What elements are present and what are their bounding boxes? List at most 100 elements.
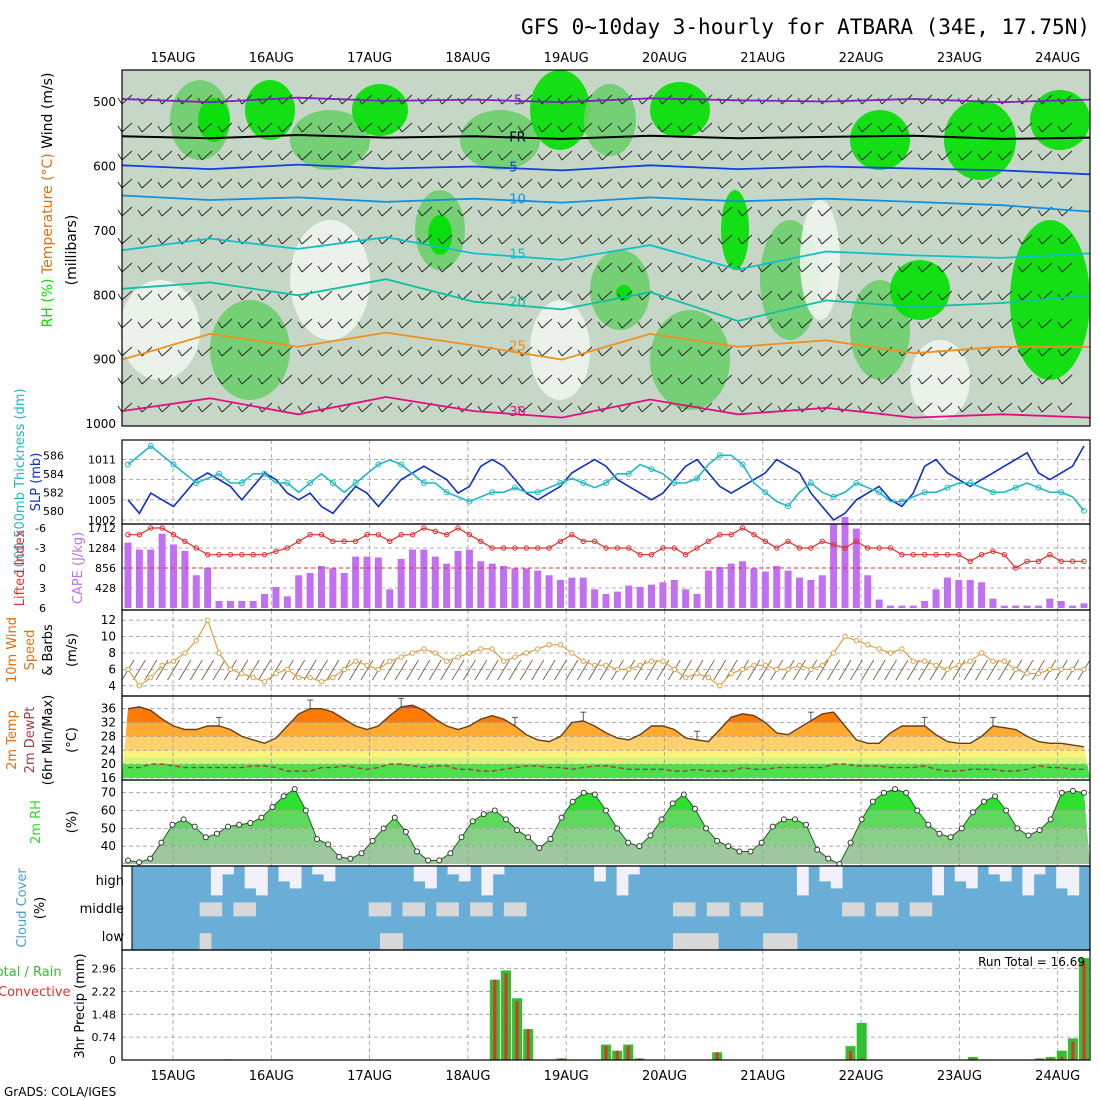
wind-barb [561,262,573,273]
wind-barb-feather [477,125,483,133]
wind-barb [561,178,573,189]
cloud-middle-gap [706,902,730,917]
thickness-marker [694,475,701,482]
wind-barb-feather [697,349,703,357]
wind-barb-feather [217,125,223,133]
rh-marker [580,789,587,796]
wind-barb [921,318,933,329]
wind-barb-feather [117,405,123,413]
wind-barb-feather [777,125,783,133]
slp-tick-label: 1008 [88,474,116,487]
rh-axis-label: 2m RH [29,800,44,844]
rh-region [245,80,295,140]
wind-barb-feather [757,321,763,329]
wind-barb [1032,659,1045,681]
wind-barb [981,94,993,105]
wind-barb [261,206,273,217]
wind-barb [721,262,733,273]
wind-barb [201,659,215,681]
wind-speed-marker [409,650,416,656]
wind-barb-feather [277,181,283,189]
wind-barb [861,290,873,301]
rh-marker [147,855,154,862]
lifted-index-marker [159,525,165,531]
wind-barb [901,122,913,133]
wind-barb [241,206,253,217]
thickness-marker [329,480,336,486]
wind-barb-feather [457,153,463,161]
thickness-marker [307,480,314,486]
wind-barb-feather [157,181,163,189]
wind-barb [441,346,453,357]
wind-barb [541,374,553,385]
contour-label: 15 [509,247,526,262]
wind-barb [681,206,693,217]
wind-barb-feather [417,377,423,385]
cloud-high-gap [425,866,437,889]
wind-barb-feather [817,181,823,189]
wind-barb [601,234,613,245]
wind-barb [221,402,233,413]
rh-region [530,300,590,400]
wind-barb [1001,290,1013,301]
wind-barb-feather [637,265,643,273]
wind-barb [741,178,753,189]
wind-barb-feather [237,125,243,133]
wind-barb-feather [957,209,963,217]
rh-marker [614,825,621,832]
wind-barb [884,659,897,681]
wind-axis-label-2: Speed [23,630,38,671]
wind-barb-feather [1037,153,1043,161]
wind-barb-feather [177,405,183,413]
wind-barb-feather [197,237,203,245]
wind-barb-feather [297,181,303,189]
wind-barb-feather [757,293,763,301]
wind-barb-feather [977,209,983,217]
wind-barb-feather [137,125,143,133]
wind-barb [881,290,893,301]
lifted-index-marker [250,551,256,558]
wind-barb [581,94,593,105]
top-date-label: 22AUG [839,51,884,66]
rh-marker [125,857,131,864]
wind-barb [941,178,953,189]
wind-barb [901,178,913,189]
wind-speed-marker [364,662,370,668]
cloud-high-gap [1056,866,1068,889]
rh-marker [1058,789,1065,796]
wind-barb-feather [637,237,643,245]
wind-barb [501,234,513,245]
wind-speed-marker [341,666,347,673]
lifted-index-marker [774,545,780,551]
cloud-high-gap [481,866,494,896]
rh-marker [258,814,265,821]
wind-barb-feather [497,377,503,385]
wind-barb-feather [157,405,163,413]
wind-barb [701,122,713,133]
wind-barb-feather [197,265,203,273]
wind-barb [661,150,673,161]
wind-barb-feather [777,293,783,301]
cape-bar [226,600,234,608]
wind-barb-feather [417,209,423,217]
wind-speed-marker [694,670,700,677]
wind-speed-marker [933,662,939,668]
rh-marker [691,805,698,812]
wind-barb-feather [477,349,483,357]
wind-barb [641,122,653,133]
rh-marker [625,839,632,846]
lifted-index-marker [921,551,928,558]
wind-speed-marker [717,683,723,689]
wind-barb-feather [857,321,863,329]
wind-barb-feather [737,349,743,357]
wind-barb-feather [957,125,963,133]
wind-barb-feather [937,321,943,329]
wind-barb [201,402,213,413]
wind-barb [815,659,829,681]
wind-barb [144,659,158,681]
thickness-marker [420,480,427,486]
thickness-marker [216,470,223,477]
wind-barb [841,290,853,301]
wind-barb-feather [1057,181,1063,189]
wind-barb [141,234,153,245]
